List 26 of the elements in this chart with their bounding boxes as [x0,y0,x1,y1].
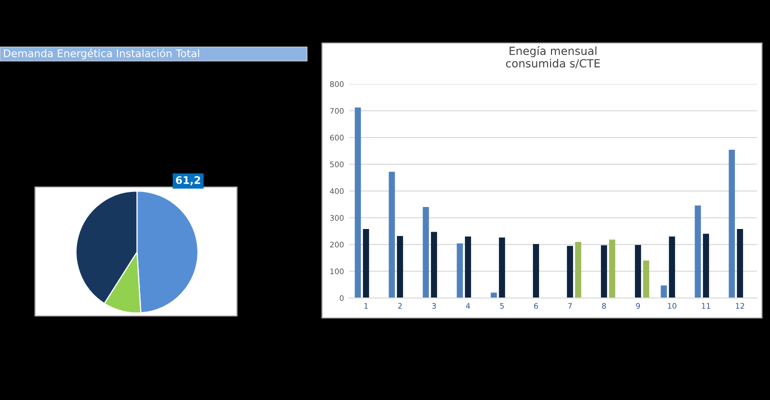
bar [634,245,642,298]
bar [575,242,582,298]
bar [609,240,616,298]
bar [736,228,744,298]
bar [668,236,676,298]
bar [702,234,710,298]
bar [728,150,735,298]
bar [464,236,472,298]
bar [456,243,463,298]
bar [388,172,395,298]
bar [566,246,574,298]
chart-title: Enegía mensual consumida s/CTE [506,46,600,68]
bar [396,236,404,298]
text: 61,2 [176,176,200,186]
bar [422,207,429,298]
bar [660,285,667,298]
bar [600,245,608,298]
bar [498,238,506,298]
bar [490,292,497,298]
bar [362,228,370,298]
bar [430,232,438,298]
bar [694,205,701,298]
bar [354,108,361,298]
bar [643,260,650,298]
bar [532,244,540,298]
chart-title: Demanda Energética Instalación Total [4,48,200,60]
